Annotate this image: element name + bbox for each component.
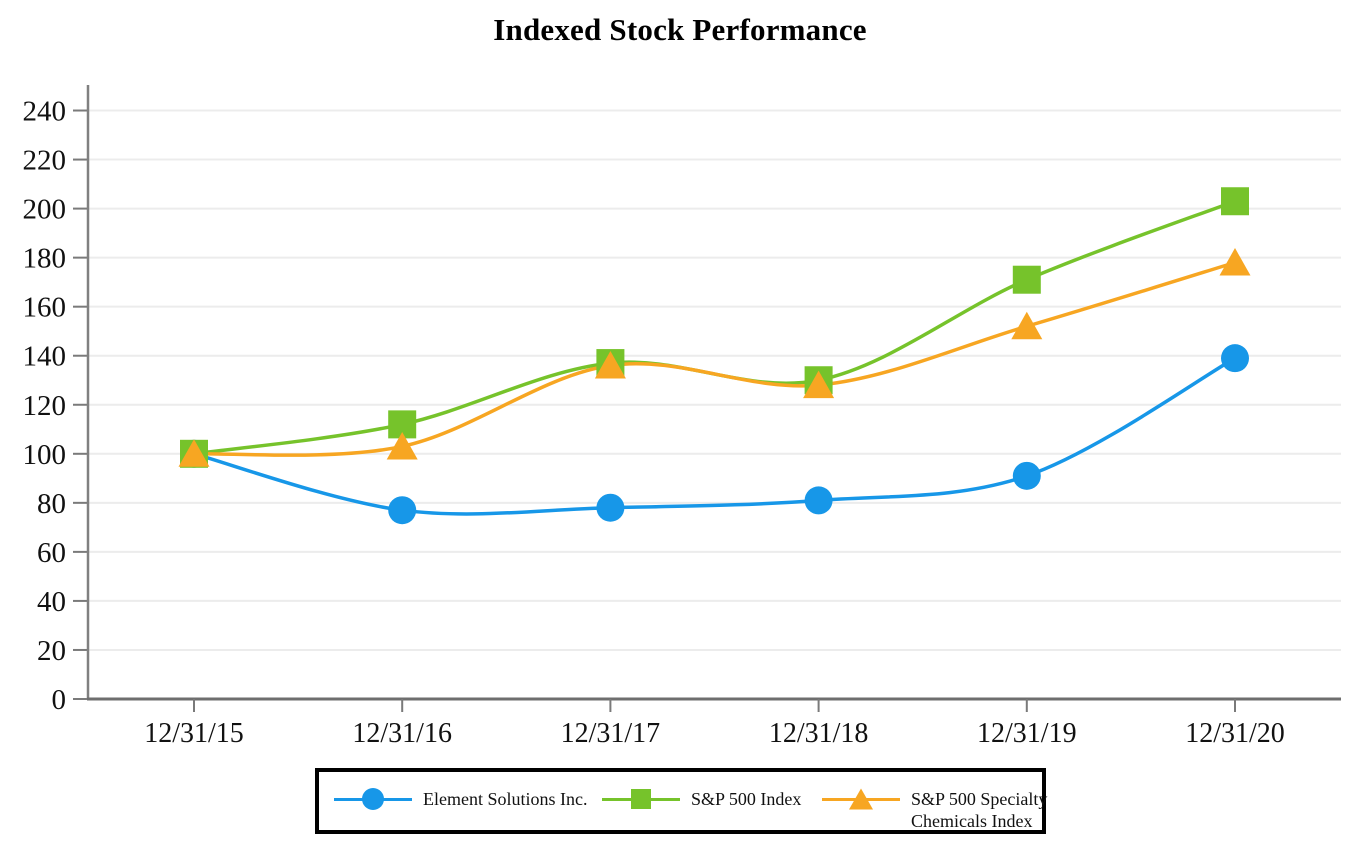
y-tick-label: 140 [23,341,67,373]
y-tick-label: 160 [23,292,67,324]
y-tick-label: 200 [23,194,67,226]
legend-sample-line [334,788,412,810]
series-line-s-p-500-specialty-chemicals-index [193,260,1236,457]
y-tick-label: 20 [37,635,66,667]
legend-sample-line [602,788,680,810]
y-tick-label: 40 [37,586,66,618]
legend-label-line: S&P 500 Specialty [911,789,1048,809]
marker-circle-element-solutions-inc [388,496,417,525]
chart-legend: Element Solutions Inc. S&P 500 Index S&P 5… [315,768,1047,834]
x-tick-label: 12/31/20 [1185,718,1285,749]
legend-sample-line [822,788,900,810]
square-marker-icon [631,789,651,809]
marker-circle-element-solutions-inc [1221,344,1249,373]
y-tick-label: 240 [23,96,67,128]
y-tick-label: 0 [52,684,67,716]
marker-circle-element-solutions-inc [1012,461,1041,490]
x-tick-label: 12/31/15 [144,718,244,749]
marker-circle-element-solutions-inc [804,486,833,515]
x-tick-label: 12/31/18 [769,718,869,749]
y-tick-label: 180 [23,243,67,275]
legend-item-element-solutions-inc: Element Solutions Inc. [334,788,587,810]
y-tick-label: 100 [23,439,67,471]
marker-circle-element-solutions-inc [596,493,625,522]
x-tick-label: 12/31/16 [352,718,452,749]
y-tick-label: 120 [23,390,67,422]
x-tick-label: 12/31/19 [977,718,1077,749]
y-tick-label: 80 [37,488,66,520]
marker-triangle-s-p-500-specialty-chemicals-index [1219,248,1251,276]
circle-marker-icon [362,788,384,810]
marker-triangle-s-p-500-specialty-chemicals-index [803,370,835,399]
marker-square-s-p-500-index [1012,265,1041,294]
legend-label-line: Element Solutions Inc. [423,789,588,809]
legend-label-line: S&P 500 Index [691,789,802,809]
marker-triangle-s-p-500-specialty-chemicals-index [386,431,418,460]
x-tick-label: 12/31/17 [561,718,661,749]
series-line-s-p-500-index [193,199,1236,456]
y-tick-label: 220 [23,145,67,177]
marker-triangle-s-p-500-specialty-chemicals-index [1011,311,1043,340]
legend-item-s-p-500-specialty-chemicals-index: S&P 500 Specialty Chemicals Index [822,788,1047,832]
y-tick-label: 60 [37,537,66,569]
marker-triangle-s-p-500-specialty-chemicals-index [594,351,626,379]
legend-label: S&P 500 Index [691,788,801,810]
marker-square-s-p-500-index [1221,187,1249,216]
legend-item-s-p-500-index: S&P 500 Index [602,788,801,810]
marker-triangle-s-p-500-specialty-chemicals-index [178,439,210,467]
chart-title: Indexed Stock Performance [493,12,867,47]
triangle-marker-icon [849,788,873,810]
series-line-element-solutions-inc [193,356,1236,516]
legend-label-line: Chemicals Index [911,811,1033,831]
legend-label: S&P 500 Specialty Chemicals Index [911,788,1047,832]
legend-label: Element Solutions Inc. [423,788,587,810]
